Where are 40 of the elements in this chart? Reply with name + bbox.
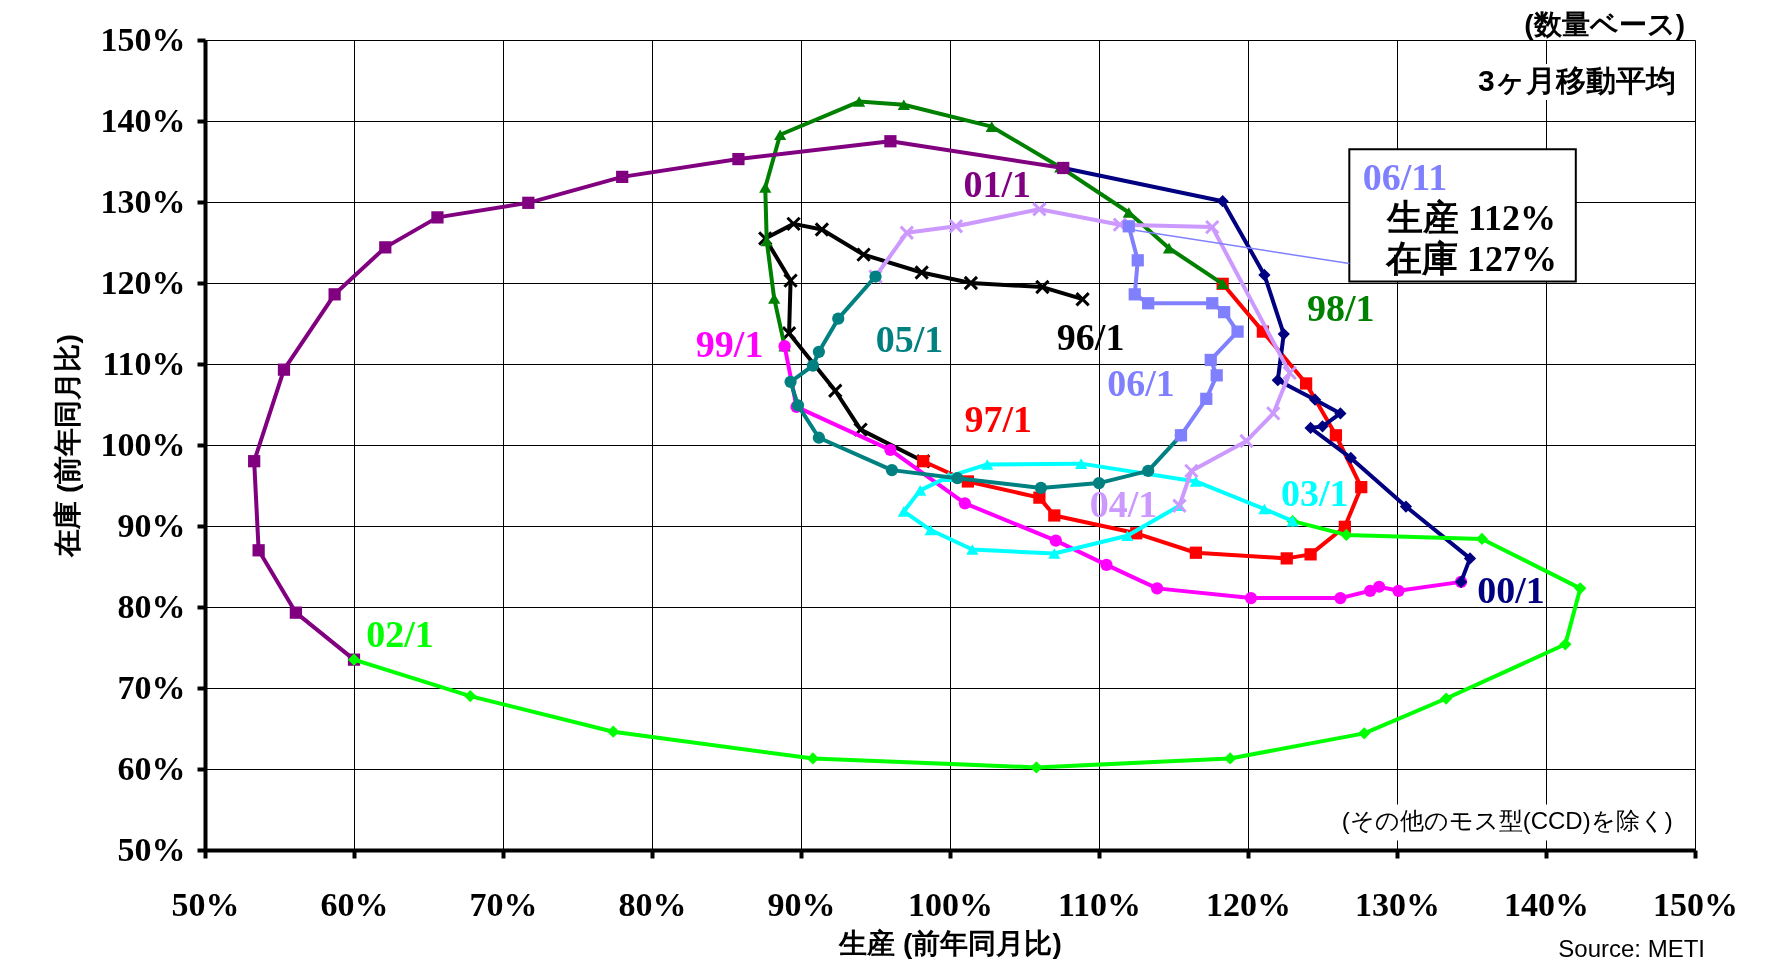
- annotation: 在庫 127%: [1385, 239, 1557, 280]
- x-tick-label: 100%: [908, 885, 993, 923]
- y-tick-label: 70%: [117, 668, 186, 706]
- y-tick-label: 110%: [102, 344, 186, 382]
- source-note: Source: METI: [1558, 935, 1705, 962]
- y-tick-label: 60%: [117, 749, 186, 787]
- x-tick-label: 60%: [320, 885, 389, 923]
- x-tick-label: 110%: [1057, 885, 1142, 923]
- y-axis-title: 在庫 (前年同月比): [51, 334, 83, 558]
- series-label: 06/1: [1107, 362, 1175, 405]
- y-tick-label: 80%: [117, 587, 186, 625]
- y-tick-label: 140%: [100, 101, 186, 139]
- y-tick-label: 90%: [117, 506, 186, 544]
- y-tick-label: 130%: [100, 182, 186, 220]
- annotation: (その他のモス型(CCD)を除く): [1341, 807, 1673, 835]
- annotation: 生産 112%: [1385, 198, 1557, 239]
- annotation: 3ヶ月移動平均: [1477, 64, 1676, 98]
- series-label: 99/1: [695, 323, 764, 366]
- y-tick-label: 100%: [100, 425, 186, 463]
- x-tick-label: 150%: [1653, 885, 1738, 923]
- series-label: 01/1: [963, 162, 1032, 205]
- series-label: 05/1: [875, 317, 944, 360]
- y-tick-label: 50%: [117, 830, 186, 868]
- text: 98/1: [1306, 286, 1375, 329]
- series-label: 03/1: [1280, 472, 1349, 515]
- x-tick-label: 70%: [469, 885, 538, 923]
- annotation: 06/11: [1362, 156, 1448, 199]
- x-tick-label: 90%: [767, 885, 836, 923]
- x-tick-label: 80%: [618, 885, 687, 923]
- x-tick-label: 120%: [1206, 885, 1291, 923]
- x-tick-label: 130%: [1355, 885, 1440, 923]
- y-tick-label: 120%: [100, 263, 186, 301]
- x-tick-label: 50%: [171, 885, 240, 923]
- series-label: 02/1: [366, 612, 434, 655]
- x-tick-label: 140%: [1504, 885, 1589, 923]
- x-axis-title: 生産 (前年同月比): [838, 927, 1062, 959]
- series-label: 97/1: [964, 398, 1032, 441]
- y-tick-label: 150%: [100, 20, 186, 58]
- text: (数量ベース): [1524, 9, 1685, 40]
- series-label: 00/1: [1477, 568, 1545, 611]
